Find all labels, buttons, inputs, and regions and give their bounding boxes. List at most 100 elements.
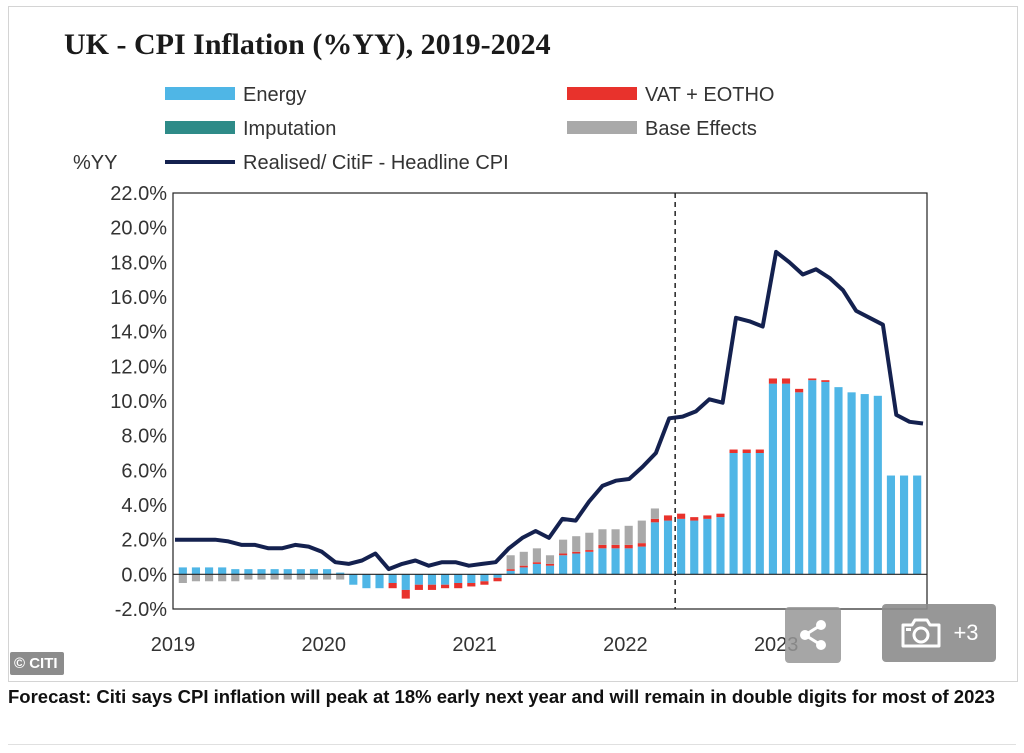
bar-segment [336,574,345,580]
bar-segment [677,518,686,575]
bar-segment [480,574,489,582]
bars [178,378,922,599]
image-caption: Forecast: Citi says CPI inflation will p… [8,686,995,707]
bar-segment [270,574,279,580]
gallery-button[interactable]: +3 [882,604,996,662]
bar-segment [585,550,594,552]
bar-segment [637,543,646,547]
bar-segment [742,453,751,575]
bar-segment [663,520,673,575]
bar-segment [860,394,869,575]
bar-segment [427,584,437,590]
bar-segment [598,544,607,549]
bar-segment [886,475,896,575]
x-tick-label: 2020 [302,634,347,656]
bar-segment [611,548,620,575]
chart-panel: UK - CPI Inflation (%YY), 2019-2024 Ener… [8,6,1018,682]
y-tick-label: 22.0% [110,183,167,205]
bar-segment [624,525,633,545]
bar-segment [545,563,555,566]
legend-swatch-vat [567,87,637,100]
bar-segment [559,553,568,556]
x-tick-label: 2022 [603,634,648,656]
bar-segment [218,567,227,575]
legend: Energy VAT + EOTHO Imputation Base Effec… [165,84,774,174]
bar-segment [388,574,397,583]
y-tick-label: 4.0% [121,495,167,517]
bar-segment [795,392,804,575]
bar-segment [913,475,922,575]
bar-segment [821,381,830,575]
bar-segment [362,574,371,589]
bar-segment [729,453,738,575]
bar-segment [441,574,450,585]
bar-segment [506,570,515,575]
cpi-chart: UK - CPI Inflation (%YY), 2019-2024 Ener… [64,28,928,656]
bar-segment [899,475,909,575]
bar-segment [493,574,502,578]
y-tick-label: 6.0% [121,460,167,482]
bar-segment [244,574,253,580]
gallery-count: +3 [953,620,979,645]
bar-segment [690,520,699,575]
bar-segment [323,574,332,580]
headline-cpi-line [175,249,924,572]
legend-label-base-effects: Base Effects [645,118,757,140]
y-tick-label: 20.0% [110,218,167,240]
share-button[interactable] [785,607,841,663]
y-tick-label: 10.0% [110,391,167,413]
bar-segment [532,562,541,564]
bar-segment [611,544,620,549]
bar-segment [204,567,214,575]
bar-segment [401,589,410,599]
bar-segment [768,378,777,384]
bar-segment [663,515,673,521]
bar-segment [454,574,463,583]
bar-segment [716,517,725,575]
bar-segment [781,383,791,575]
bar-segment [637,520,646,544]
bar-segment [781,378,791,384]
bar-segment [821,380,830,382]
bar-segment [873,395,882,575]
y-tick-label: 8.0% [121,426,167,448]
bar-segment [545,565,555,575]
y-tick-label: 0.0% [121,564,167,586]
legend-swatch-imputation [165,121,235,134]
bar-segment [703,515,712,519]
share-icon [800,620,826,650]
bar-segment [755,449,764,453]
bar-segment [834,387,843,575]
bar-segment [519,567,528,575]
bar-segment [624,544,633,549]
bar-segment [519,551,528,566]
bar-segment [454,583,463,589]
y-tick-label: 16.0% [110,287,167,309]
bar-segment [742,449,751,453]
y-tick-label: 14.0% [110,322,167,344]
bar-segment [467,574,476,583]
bar-segment [480,581,489,585]
y-tick-label: -2.0% [115,599,167,621]
camera-icon [901,618,941,648]
bar-segment [532,548,541,563]
y-tick-label: 2.0% [121,530,167,552]
bar-segment [808,380,817,575]
bar-segment [559,555,568,575]
y-axis-label: %YY [73,152,117,174]
legend-label-energy: Energy [243,84,306,106]
bar-segment [585,532,594,551]
image-credit: © CITI [10,652,64,675]
bar-segment [519,565,528,568]
bar-segment [795,388,804,393]
bar-segment [768,383,777,575]
y-tick-label: 18.0% [110,252,167,274]
bar-segment [572,536,581,552]
y-tick-labels: -2.0% 0.0% 2.0% 4.0% 6.0% 8.0% 10.0% 12.0% 14.0%… [110,183,167,621]
bar-segment [677,513,686,519]
bar-segment [309,574,319,580]
bar-segment [257,569,266,575]
bar-segment [755,453,764,575]
bar-segment [336,572,345,575]
x-tick-label: 2021 [452,634,497,656]
